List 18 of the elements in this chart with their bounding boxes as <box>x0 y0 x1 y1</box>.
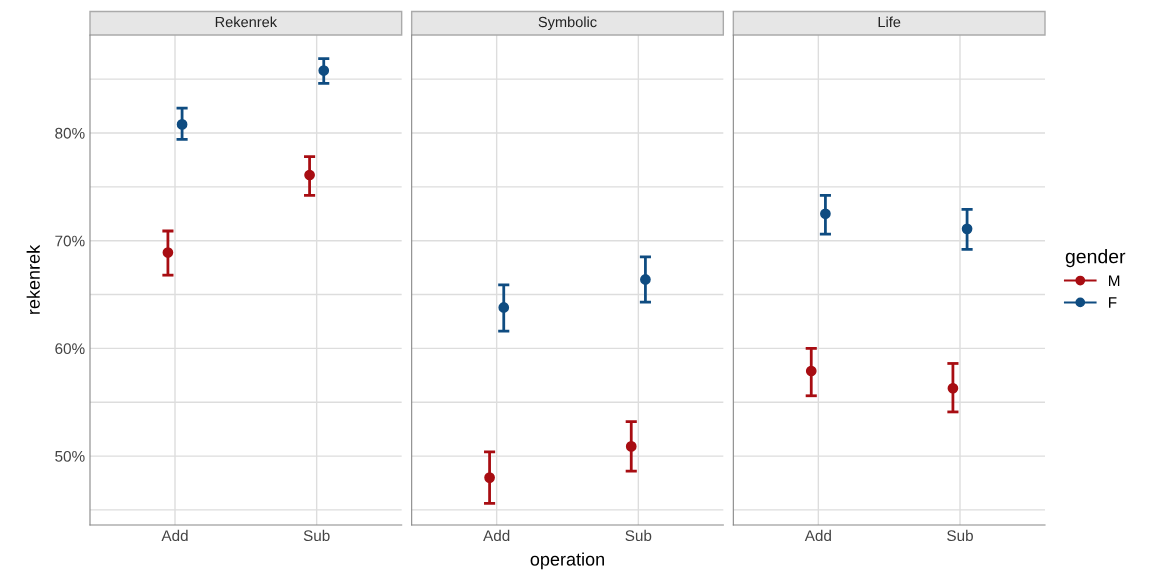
y-tick-label: 70% <box>55 235 85 247</box>
x-tick-label: Sub <box>625 529 652 542</box>
x-axis-title: operation <box>530 552 604 570</box>
x-tick-label: Sub <box>303 529 330 542</box>
x-tick-label: Add <box>483 529 510 542</box>
x-tick-label: Add <box>161 529 188 542</box>
legend-label: F <box>1109 297 1117 308</box>
legend-title: gender <box>1065 249 1126 268</box>
y-tick-label: 60% <box>55 343 85 355</box>
x-tick-label: Add <box>804 529 831 542</box>
x-tick-label: Sub <box>947 529 973 542</box>
y-tick-label: 80% <box>55 127 85 139</box>
y-tick-label: 50% <box>55 450 85 462</box>
chart-title: Rekenrek <box>215 16 278 28</box>
chart-title: Life <box>878 16 901 28</box>
y-axis-title: rekenrek <box>26 244 40 314</box>
chart-title: Symbolic <box>538 16 597 31</box>
legend-label: M <box>1109 275 1120 286</box>
